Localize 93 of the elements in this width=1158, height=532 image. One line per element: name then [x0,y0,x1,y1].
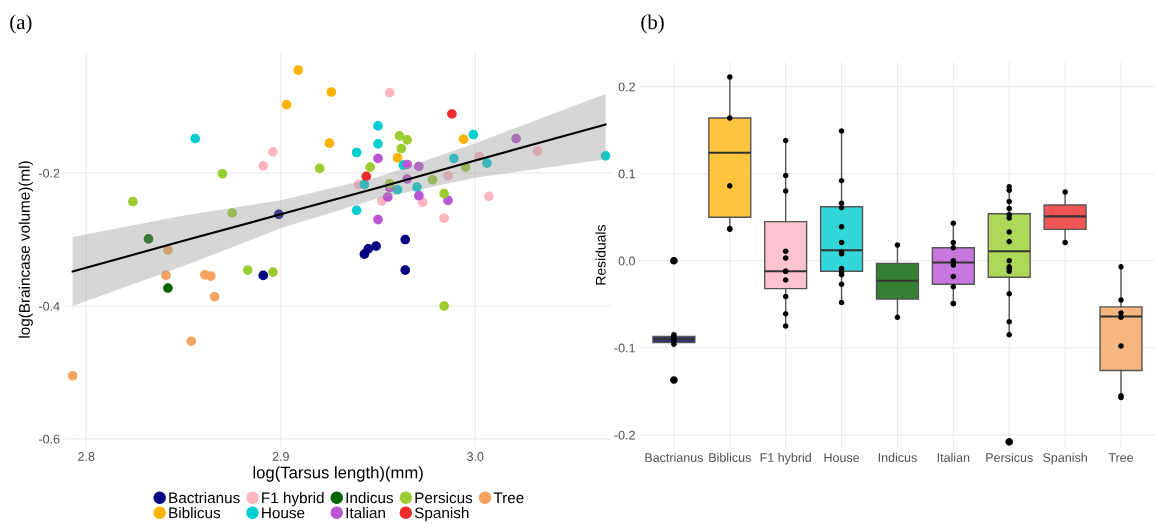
y-tick-label: -0.4 [39,301,60,311]
legend-label: Tree [493,492,524,504]
point [258,160,269,171]
point [447,109,457,119]
point [351,147,362,158]
point [600,150,611,161]
point [163,283,173,293]
point [439,213,449,224]
y-tick-label: 0.1 [618,169,635,179]
point [161,270,171,281]
point [511,133,521,144]
legend-label: Bactrianus [169,492,240,504]
legend-label: Indicus [346,492,394,504]
point [484,191,494,202]
point [268,147,278,157]
point [371,241,381,251]
point [532,146,543,156]
point [382,192,393,202]
point [128,196,138,207]
point [361,171,372,182]
legend-label: Spanish [414,507,469,522]
point [242,265,253,275]
point [412,182,422,192]
y-tick-label: -0.2 [39,168,60,178]
point [268,267,278,277]
y-axis-title: Residuals [595,225,606,285]
point [227,208,237,218]
point [439,301,449,311]
chart-title: (b) [641,14,664,34]
x-tick-label: Spanish [1043,452,1087,465]
y-tick-label: -0.2 [614,430,635,440]
legend-label: Biblicus [169,507,221,519]
point [400,234,411,245]
point [392,152,403,163]
x-tick-label: Indicus [878,452,917,462]
point [324,138,335,148]
legend-label: F1 hybrid [262,492,324,507]
point [414,161,424,172]
point [281,99,292,110]
point [449,153,459,164]
point [458,134,469,144]
point [443,170,453,181]
x-tick-label: Italian [937,452,970,462]
x-tick-label: 3.0 [467,452,484,461]
legend-label: Persicus [415,492,473,504]
point [396,143,407,154]
x-axis-title: log(Tarsus length)(mm) [253,466,423,482]
point [384,87,395,98]
point [392,184,403,195]
point [400,265,411,275]
y-tick-label: -0.1 [614,343,635,353]
point [373,153,383,164]
point [359,249,370,259]
point [402,159,412,170]
point [258,270,269,281]
x-tick-label: House [824,453,860,462]
point [373,139,383,149]
point [326,87,337,97]
point [143,234,154,244]
point [186,336,197,347]
y-axis-title: log(Braincase volume)(ml) [18,161,33,338]
point [351,205,362,216]
x-tick-label: 2.8 [78,452,95,461]
point [163,245,173,255]
point [468,129,479,140]
point [293,65,304,75]
chart-title: (a) [10,14,32,34]
point [217,168,228,179]
point [373,121,383,131]
point [359,179,370,190]
point [373,214,383,225]
x-tick-label: Tree [1108,453,1134,462]
legend-label: Italian [346,507,385,519]
point [482,158,492,168]
y-tick-label: 0.0 [618,256,636,266]
y-tick-label: 0.2 [618,82,635,92]
x-tick-label: F1 hybrid [760,452,811,465]
point [414,190,424,201]
x-tick-label: Bactrianus [645,452,703,462]
point [439,188,449,199]
x-tick-label: Persicus [986,452,1033,462]
x-tick-label: 2.9 [272,452,289,461]
point [402,135,412,145]
y-tick-label: -0.6 [39,434,60,444]
point [67,370,78,381]
point [190,133,200,144]
legend-label: House [262,507,305,519]
point [394,131,405,141]
x-tick-label: Biblicus [709,452,751,462]
point [209,291,220,302]
point [427,174,438,185]
point [314,163,325,174]
point [365,162,376,172]
